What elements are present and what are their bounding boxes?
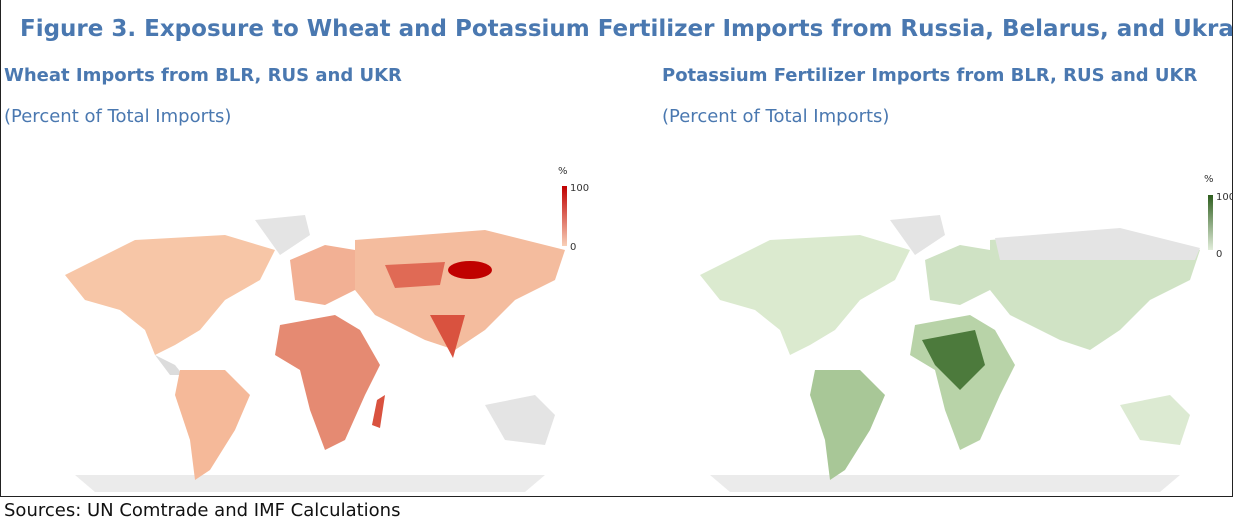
color-bar	[562, 186, 567, 246]
central-america	[155, 355, 183, 375]
russia	[995, 228, 1200, 260]
central-asia	[385, 262, 445, 288]
color-bar	[1208, 195, 1213, 250]
south-america	[175, 370, 250, 480]
figure-title: Figure 3. Exposure to Wheat and Potassiu…	[20, 16, 1233, 42]
panel-heading: Potassium Fertilizer Imports from BLR, R…	[662, 65, 1198, 86]
mongolia	[448, 261, 492, 279]
south-america	[810, 370, 885, 480]
legend-title: %	[558, 166, 568, 177]
source-note: Sources: UN Comtrade and IMF Calculation…	[4, 500, 401, 521]
legend-min: 0	[1216, 249, 1222, 260]
europe	[925, 245, 990, 305]
north-america	[700, 235, 910, 355]
europe	[290, 245, 355, 305]
madagascar	[372, 395, 385, 428]
panel-subheading: (Percent of Total Imports)	[4, 106, 232, 127]
india	[430, 315, 465, 358]
north-america	[65, 235, 275, 355]
legend: % 100 0	[558, 166, 589, 253]
asia	[355, 230, 565, 350]
australia	[1120, 395, 1190, 445]
maps: % 100 0 % 100 0	[65, 166, 1233, 492]
legend-max: 100	[1216, 192, 1233, 203]
panel-heading: Wheat Imports from BLR, RUS and UKR	[4, 65, 402, 86]
legend-title: %	[1204, 174, 1214, 185]
sahel	[922, 330, 985, 390]
legend-min: 0	[570, 242, 576, 253]
wheat-map	[65, 215, 565, 492]
panel-subheading: (Percent of Total Imports)	[662, 106, 890, 127]
africa	[275, 315, 380, 450]
potassium-map	[700, 215, 1200, 492]
legend-max: 100	[570, 183, 589, 194]
australia	[485, 395, 555, 445]
legend: % 100 0	[1204, 174, 1233, 260]
